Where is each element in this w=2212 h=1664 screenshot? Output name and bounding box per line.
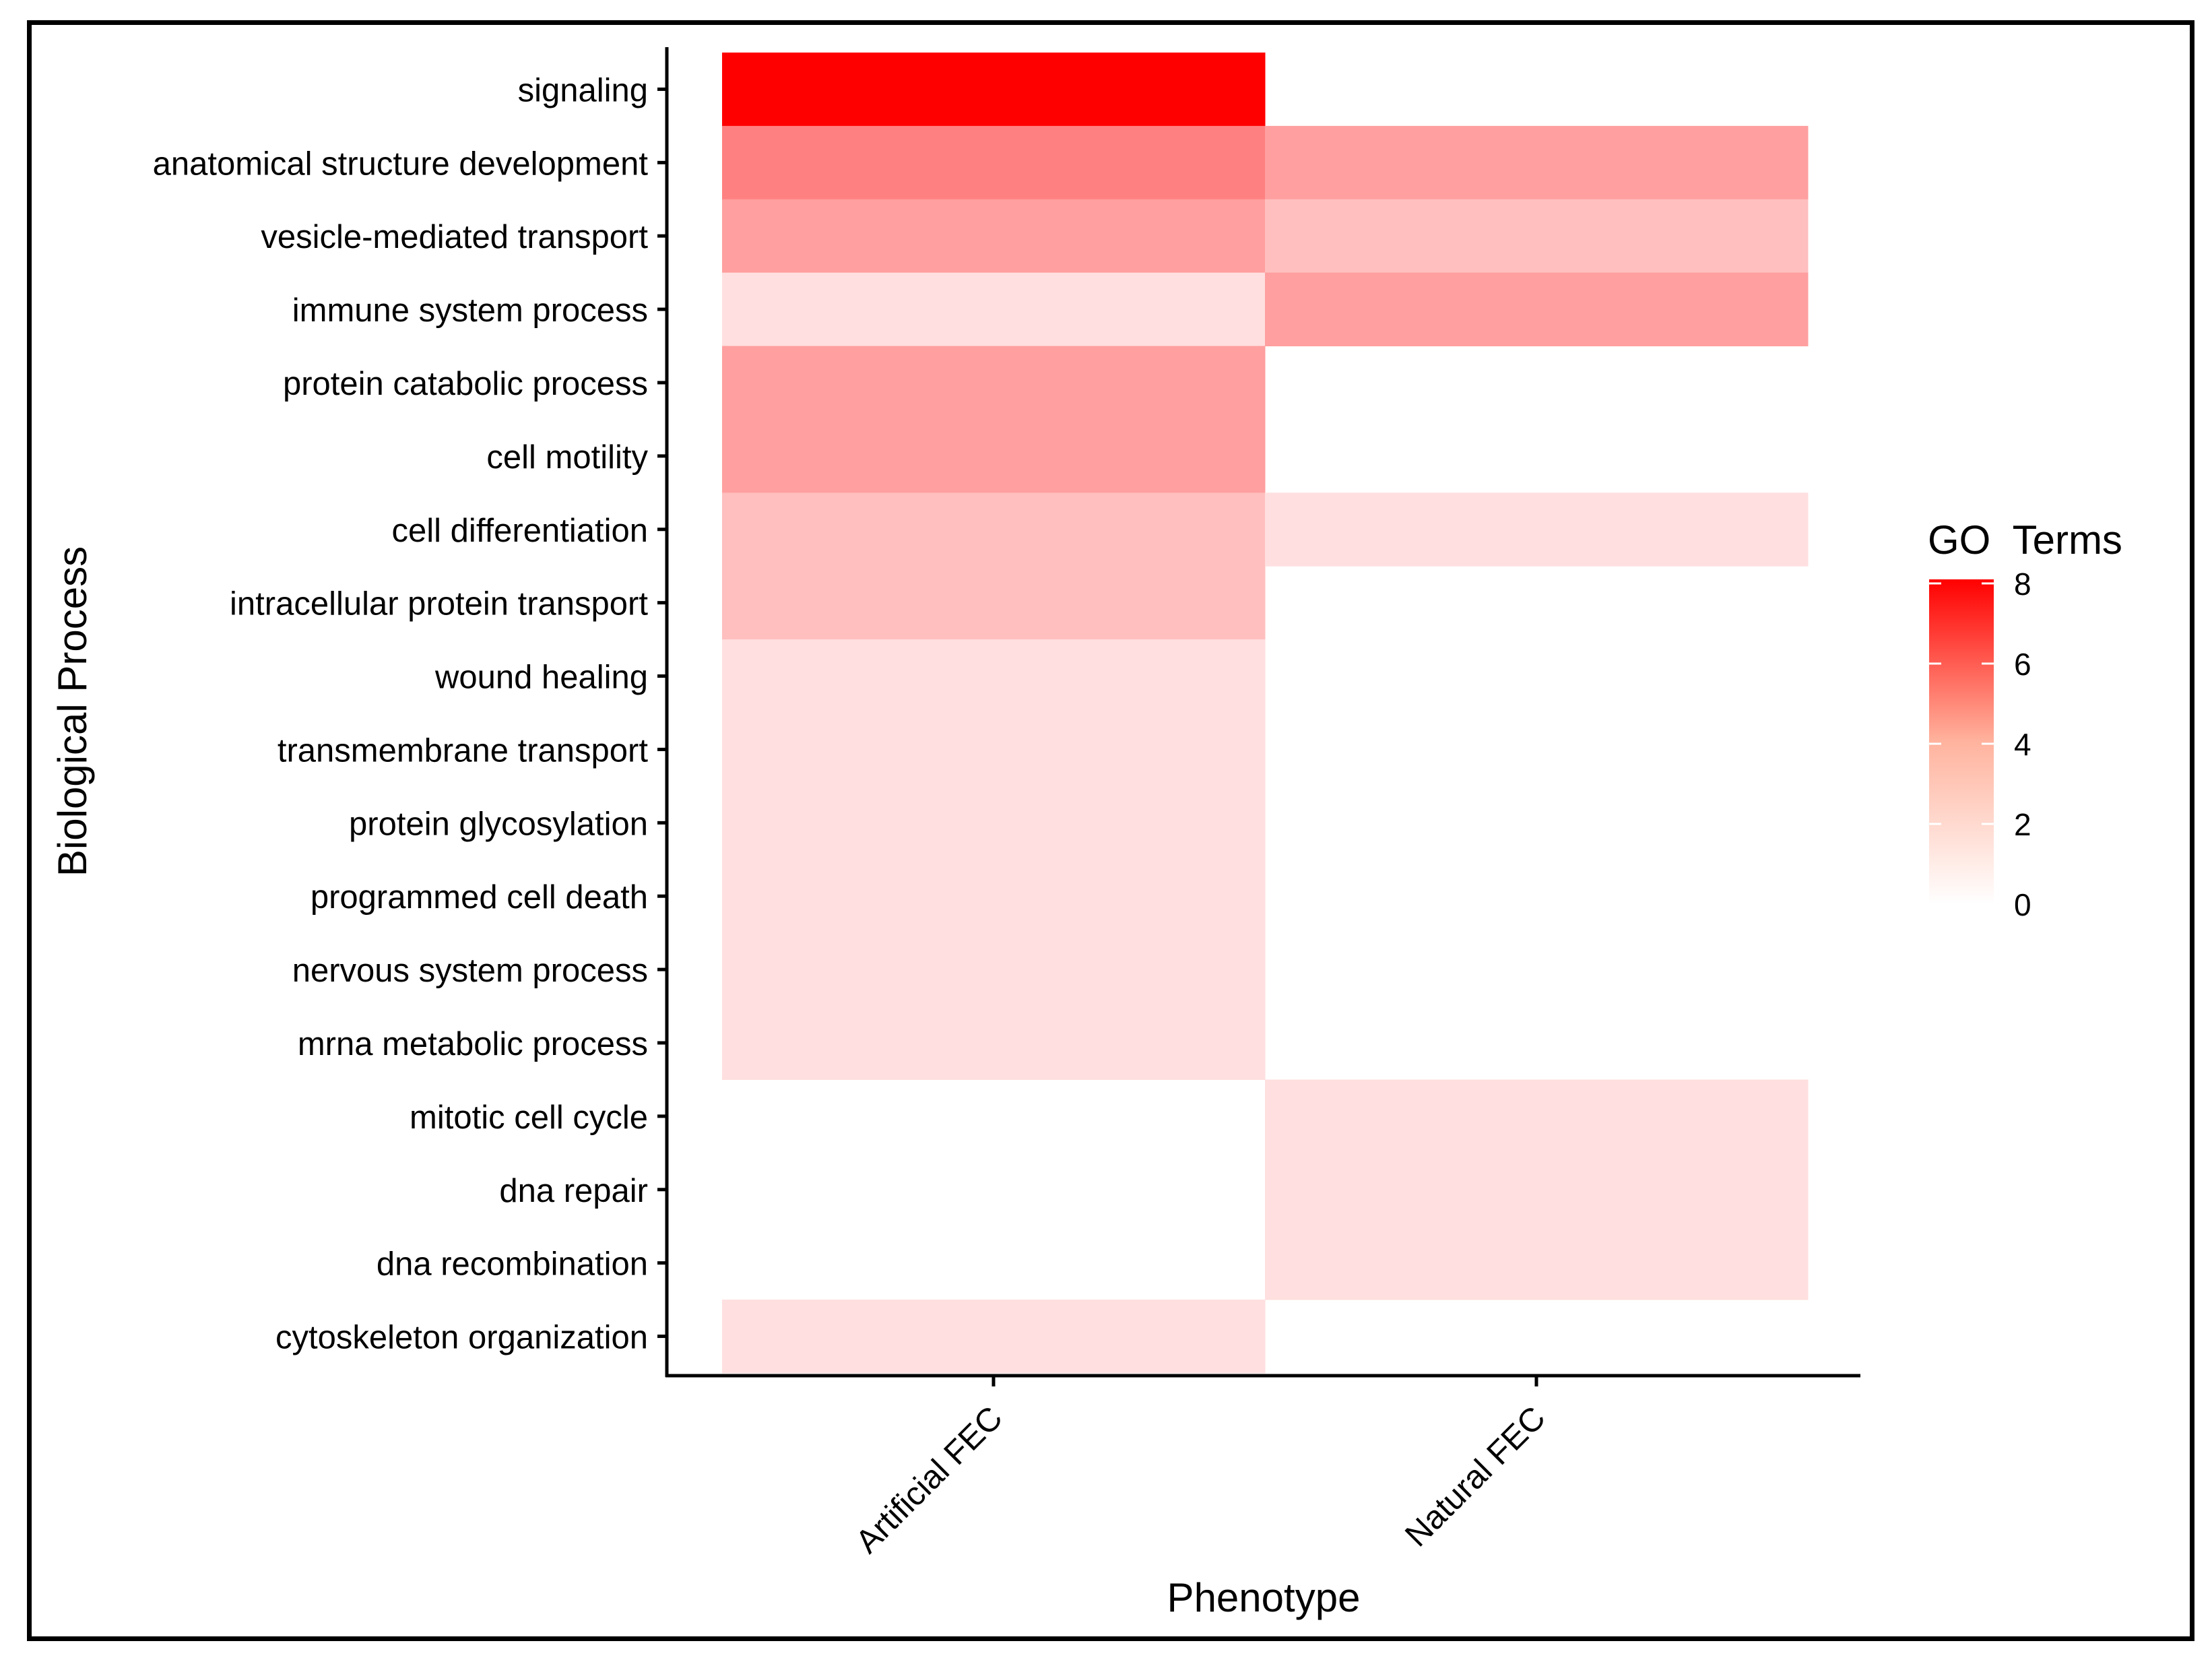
y-tick-label-intracellular-protein-transport: intracellular protein transport	[230, 586, 648, 622]
cell-cytoskeleton-organization-artificial-fec	[722, 1300, 1266, 1374]
x-tick-label-natural-fec: Natural FEC	[1398, 1400, 1553, 1554]
cell-protein-glycosylation-artificial-fec	[722, 786, 1266, 860]
y-tick-label-mrna-metabolic-process: mrna metabolic process	[298, 1026, 648, 1062]
y-tick-label-nervous-system-process: nervous system process	[292, 953, 648, 989]
cell-cell-differentiation-artificial-fec	[722, 492, 1266, 567]
cell-mitotic-cell-cycle-natural-fec	[1265, 1079, 1809, 1153]
y-tick-label-protein-catabolic-process: protein catabolic process	[283, 366, 648, 402]
cell-programmed-cell-death-artificial-fec	[722, 859, 1266, 934]
cell-anatomical-structure-development-artificial-fec	[722, 125, 1266, 200]
x-tick-label-artificial-fec: Artificial FEC	[849, 1400, 1009, 1560]
legend-colorbar	[1929, 579, 1994, 904]
y-tick-label-signaling: signaling	[518, 72, 648, 108]
y-tick-label-anatomical-structure-development: anatomical structure development	[153, 146, 649, 182]
y-tick-label-cell-motility: cell motility	[486, 439, 648, 476]
y-tick-label-dna-repair: dna repair	[499, 1173, 648, 1209]
legend-title: GO Terms	[1928, 517, 2122, 563]
x-axis-ticks: Artificial FEC Natural FEC	[849, 1376, 1553, 1560]
cell-dna-recombination-natural-fec	[1265, 1226, 1809, 1300]
cell-intracellular-protein-transport-artificial-fec	[722, 566, 1266, 640]
legend-ticks: 0 2 4 6 8	[1929, 567, 2031, 922]
legend-tick-label-4: 4	[2014, 727, 2031, 762]
cell-immune-system-process-artificial-fec	[722, 272, 1266, 347]
y-tick-label-programmed-cell-death: programmed cell death	[311, 879, 648, 916]
cell-vesicle-mediated-transport-natural-fec	[1265, 199, 1809, 274]
legend-tick-label-8: 8	[2014, 567, 2031, 602]
legend-tick-label-6: 6	[2014, 647, 2031, 682]
y-tick-label-immune-system-process: immune system process	[292, 292, 648, 329]
cell-immune-system-process-natural-fec	[1265, 272, 1809, 347]
legend-tick-label-2: 2	[2014, 807, 2031, 842]
color-legend: GO Terms 0 2 4 6 8	[1928, 517, 2122, 922]
cell-wound-healing-artificial-fec	[722, 639, 1266, 713]
figure-border	[27, 20, 2194, 1641]
cell-nervous-system-process-artificial-fec	[722, 932, 1266, 1007]
y-axis-ticks: signaling anatomical structure developmen…	[153, 72, 667, 1356]
cell-vesicle-mediated-transport-artificial-fec	[722, 199, 1266, 274]
cell-protein-catabolic-process-artificial-fec	[722, 346, 1266, 420]
cell-anatomical-structure-development-natural-fec	[1265, 125, 1809, 200]
cell-signaling-artificial-fec	[722, 53, 1266, 127]
y-tick-label-protein-glycosylation: protein glycosylation	[349, 806, 648, 842]
y-tick-label-vesicle-mediated-transport: vesicle-mediated transport	[261, 219, 648, 255]
x-axis-title: Phenotype	[1167, 1575, 1361, 1620]
heatmap-cells	[722, 53, 1809, 1374]
y-tick-label-wound-healing: wound healing	[434, 660, 648, 696]
legend-tick-label-0: 0	[2014, 887, 2031, 922]
y-tick-label-cytoskeleton-organization: cytoskeleton organization	[275, 1320, 648, 1356]
cell-mrna-metabolic-process-artificial-fec	[722, 1006, 1266, 1080]
cell-cell-differentiation-natural-fec	[1265, 492, 1809, 567]
cell-cell-motility-artificial-fec	[722, 419, 1266, 493]
y-axis-title: Biological Process	[50, 546, 95, 876]
y-tick-label-transmembrane-transport: transmembrane transport	[278, 732, 649, 769]
cell-dna-repair-natural-fec	[1265, 1153, 1809, 1227]
y-tick-label-cell-differentiation: cell differentiation	[392, 513, 648, 549]
cell-transmembrane-transport-artificial-fec	[722, 713, 1266, 787]
y-tick-label-mitotic-cell-cycle: mitotic cell cycle	[410, 1099, 648, 1136]
y-tick-label-dna-recombination: dna recombination	[377, 1246, 648, 1283]
